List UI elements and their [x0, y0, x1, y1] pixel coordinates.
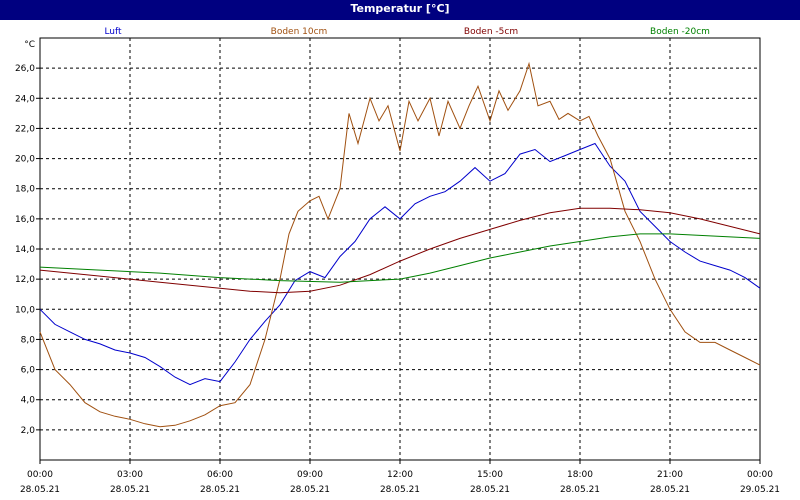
y-tick-label: 10,0: [15, 305, 35, 315]
x-tick-date-label: 28.05.21: [200, 485, 240, 495]
y-tick-label: 14,0: [15, 245, 35, 255]
series-line-boden-5cm: [39, 207, 761, 294]
chart-title: Temperatur [°C]: [0, 0, 800, 20]
x-tick-date-label: 28.05.21: [20, 485, 60, 495]
x-tick-date-label: 28.05.21: [650, 485, 690, 495]
x-tick-time-label: 03:00: [117, 470, 143, 480]
y-tick-label: 22,0: [15, 124, 35, 134]
legend-entry: Boden 10cm: [271, 27, 328, 37]
x-tick-time-label: 09:00: [297, 470, 323, 480]
y-tick-label: 24,0: [15, 94, 35, 104]
x-tick-date-label: 28.05.21: [380, 485, 420, 495]
x-tick-time-label: 18:00: [567, 470, 593, 480]
legend-entry: Boden -20cm: [650, 27, 710, 37]
x-tick-time-label: 15:00: [477, 470, 503, 480]
x-tick-time-label: 12:00: [387, 470, 413, 480]
x-tick-time-label: 21:00: [657, 470, 683, 480]
y-tick-label: 2,0: [21, 426, 36, 436]
y-tick-label: 18,0: [15, 185, 35, 195]
series-line-boden-10cm: [39, 61, 761, 428]
x-tick-time-label: 00:00: [27, 470, 53, 480]
y-tick-label: 4,0: [21, 396, 36, 406]
y-tick-label: 12,0: [15, 275, 35, 285]
x-tick-time-label: 00:00: [747, 470, 773, 480]
series-line-boden-20cm: [39, 233, 761, 283]
x-tick-date-label: 28.05.21: [110, 485, 150, 495]
series-line-luft: [39, 142, 761, 386]
legend-entry: Luft: [104, 27, 122, 37]
y-tick-label: 6,0: [21, 366, 36, 376]
x-tick-date-label: 28.05.21: [290, 485, 330, 495]
y-tick-label: 16,0: [15, 215, 35, 225]
x-tick-time-label: 06:00: [207, 470, 233, 480]
x-tick-date-label: 28.05.21: [560, 485, 600, 495]
y-tick-label: 26,0: [15, 64, 35, 74]
x-tick-date-label: 28.05.21: [470, 485, 510, 495]
legend-entry: Boden -5cm: [464, 27, 518, 37]
plot-frame: [39, 37, 761, 461]
x-tick-date-label: 29.05.21: [740, 485, 780, 495]
y-tick-label: 8,0: [21, 335, 36, 345]
y-tick-label: 20,0: [15, 155, 35, 165]
y-axis-unit: °C: [24, 40, 35, 50]
